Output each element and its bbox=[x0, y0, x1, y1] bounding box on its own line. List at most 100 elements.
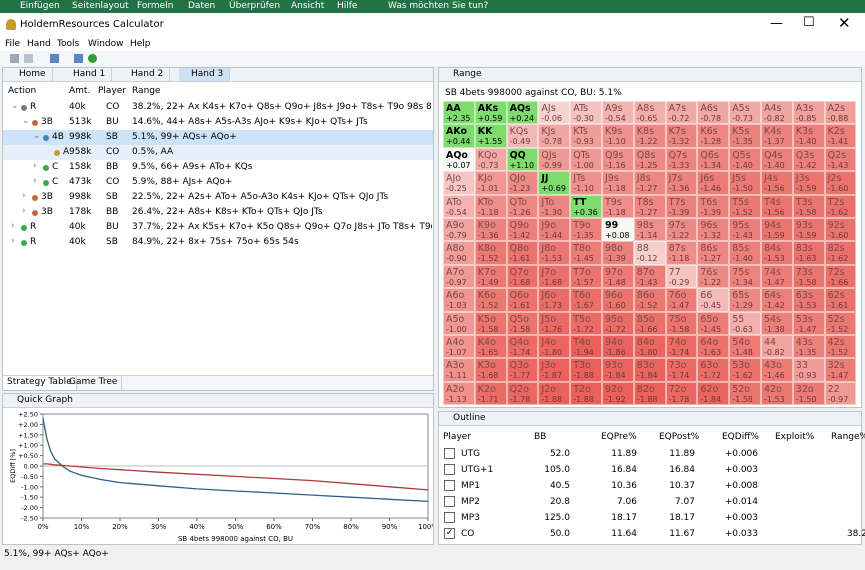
hand-cell[interactable]: Q8o -1.61 bbox=[506, 241, 539, 265]
hand-cell[interactable]: 95s -1.43 bbox=[729, 218, 761, 242]
hand-cell[interactable]: ATs -0.30 bbox=[570, 101, 602, 125]
hand-cell[interactable]: 87o -1.43 bbox=[633, 264, 666, 289]
hand-cell[interactable]: 75s -1.34 bbox=[729, 264, 761, 289]
run-icon[interactable] bbox=[88, 54, 97, 63]
hand-cell[interactable]: Q2s -1.43 bbox=[824, 147, 857, 172]
hand-cell[interactable]: K5s -1.35 bbox=[729, 124, 761, 148]
hand-cell[interactable]: A9s -0.54 bbox=[602, 101, 634, 125]
checkbox[interactable] bbox=[444, 480, 455, 491]
hand-cell[interactable]: 44 -0.82 bbox=[761, 335, 793, 359]
hand-cell[interactable]: 54o -1.48 bbox=[729, 335, 761, 359]
hand-cell[interactable]: 85o -1.66 bbox=[633, 311, 666, 335]
hand-cell[interactable]: JTs -1.10 bbox=[570, 171, 602, 195]
table-row[interactable]: › 3B 998k SB 22.5%, 22+ A2s+ ATo+ A5o-A3o K4… bbox=[3, 190, 433, 205]
table-row[interactable]: ⌄ R 40k CO 38.2%, 22+ Ax K4s+ K7o+ Q8s+ Q9o+… bbox=[3, 100, 433, 115]
hand-cell[interactable]: 97s -1.22 bbox=[665, 218, 698, 242]
hand-cell[interactable]: T7s -1.39 bbox=[665, 194, 698, 218]
hand-tab[interactable]: Home bbox=[7, 68, 53, 81]
hand-cell[interactable]: J4s -1.56 bbox=[761, 171, 793, 195]
hand-cell[interactable]: 86s -1.27 bbox=[697, 241, 730, 265]
hand-cell[interactable]: 92s -1.60 bbox=[824, 218, 857, 242]
hand-cell[interactable]: K9s -1.10 bbox=[602, 124, 634, 148]
hand-cell[interactable]: Q8s -1.25 bbox=[633, 147, 666, 172]
hand-cell[interactable]: AQo +0.07 bbox=[443, 147, 475, 172]
hand-cell[interactable]: 22 -0.97 bbox=[824, 381, 857, 406]
hand-cell[interactable]: J6s -1.46 bbox=[697, 171, 730, 195]
hand-cell[interactable]: 72s -1.66 bbox=[824, 264, 857, 289]
hand-cell[interactable]: A6o -1.03 bbox=[443, 288, 475, 312]
hand-cell[interactable]: Q3o -1.77 bbox=[506, 358, 539, 382]
hand-cell[interactable]: KTo -1.18 bbox=[474, 194, 507, 218]
hand-cell[interactable]: KJs -0.78 bbox=[538, 124, 571, 148]
hand-cell[interactable]: J8s -1.27 bbox=[633, 171, 666, 195]
hand-cell[interactable]: Q5s -1.40 bbox=[729, 147, 761, 172]
hand-cell[interactable]: 52o -1.58 bbox=[729, 381, 761, 406]
hand-cell[interactable]: 66 -0.45 bbox=[697, 288, 730, 312]
hand-tab[interactable]: Hand 1 bbox=[61, 68, 113, 81]
hand-cell[interactable]: 33 -0.93 bbox=[792, 358, 825, 382]
hand-cell[interactable]: ATo -0.54 bbox=[443, 194, 475, 218]
hand-cell[interactable]: QTs -1.00 bbox=[570, 147, 602, 172]
hand-cell[interactable]: 73o -1.74 bbox=[665, 358, 698, 382]
hand-cell[interactable]: JJ +0.69 bbox=[538, 171, 571, 195]
hand-cell[interactable]: 83s -1.63 bbox=[792, 241, 825, 265]
hand-cell[interactable]: 82s -1.62 bbox=[824, 241, 857, 265]
hand-cell[interactable]: TT +0.36 bbox=[570, 194, 602, 218]
hand-cell[interactable]: 74s -1.47 bbox=[761, 264, 793, 289]
ribbon-tab[interactable]: Seitenlayout bbox=[72, 1, 129, 11]
hand-cell[interactable]: KTs -0.93 bbox=[570, 124, 602, 148]
menu-item[interactable]: Tools bbox=[57, 39, 80, 49]
hand-cell[interactable]: KJo -1.01 bbox=[474, 171, 507, 195]
hand-cell[interactable]: T8o -1.45 bbox=[570, 241, 602, 265]
tool-icon[interactable] bbox=[10, 54, 19, 63]
table-row[interactable]: › R 40k SB 84.9%, 22+ 8x+ 75s+ 75o+ 65s 54s bbox=[3, 235, 433, 250]
hand-tab[interactable]: Hand 2 bbox=[119, 68, 171, 81]
hand-cell[interactable]: A2o -1.13 bbox=[443, 381, 475, 406]
hand-cell[interactable]: AQs +0.24 bbox=[506, 101, 539, 125]
hand-cell[interactable]: AKo +0.44 bbox=[443, 124, 475, 148]
hand-cell[interactable]: A5s -0.73 bbox=[729, 101, 761, 125]
hand-cell[interactable]: K2o -1.71 bbox=[474, 381, 507, 406]
hand-cell[interactable]: 76o -1.47 bbox=[665, 288, 698, 312]
ribbon-tab[interactable]: Einfügen bbox=[20, 1, 60, 11]
table-row[interactable]: A 958k CO 0.5%, AA bbox=[3, 145, 433, 160]
hand-cell[interactable]: T6o -1.67 bbox=[570, 288, 602, 312]
hand-cell[interactable]: T4o -1.94 bbox=[570, 335, 602, 359]
bottom-tab[interactable]: Game Tree bbox=[65, 376, 123, 390]
hand-cell[interactable]: K7s -1.32 bbox=[665, 124, 698, 148]
hand-cell[interactable]: 75o -1.58 bbox=[665, 311, 698, 335]
hand-cell[interactable]: T5s -1.52 bbox=[729, 194, 761, 218]
checkbox[interactable]: ✓ bbox=[444, 528, 455, 539]
hand-cell[interactable]: Q6o -1.61 bbox=[506, 288, 539, 312]
hand-cell[interactable]: A9o -0.79 bbox=[443, 218, 475, 242]
hand-cell[interactable]: A4o -1.07 bbox=[443, 335, 475, 359]
hand-cell[interactable]: 88 -0.12 bbox=[633, 241, 666, 265]
hand-cell[interactable]: 96s -1.32 bbox=[697, 218, 730, 242]
hand-cell[interactable]: AJs -0.06 bbox=[538, 101, 571, 125]
ribbon-tab[interactable]: Hilfe bbox=[337, 1, 358, 11]
hand-cell[interactable]: 55 -0.63 bbox=[729, 311, 761, 335]
hand-cell[interactable]: Q7s -1.33 bbox=[665, 147, 698, 172]
table-row[interactable]: ⌄ 3B 513k BU 14.6%, 44+ A8s+ A5s-A3s AJo+ K9… bbox=[3, 115, 433, 130]
hand-cell[interactable]: J7s -1.36 bbox=[665, 171, 698, 195]
hand-cell[interactable]: 63s -1.53 bbox=[792, 288, 825, 312]
hand-cell[interactable]: 65o -1.45 bbox=[697, 311, 730, 335]
hand-cell[interactable]: Q5o -1.58 bbox=[506, 311, 539, 335]
hand-cell[interactable]: J2o -1.88 bbox=[538, 381, 571, 406]
hand-cell[interactable]: K5o -1.58 bbox=[474, 311, 507, 335]
hand-cell[interactable]: T3o -1.88 bbox=[570, 358, 602, 382]
hand-cell[interactable]: QJs -0.99 bbox=[538, 147, 571, 172]
hand-cell[interactable]: AJo -0.25 bbox=[443, 171, 475, 195]
hand-cell[interactable]: J8o -1.53 bbox=[538, 241, 571, 265]
hand-cell[interactable]: T2o -1.88 bbox=[570, 381, 602, 406]
hand-cell[interactable]: 85s -1.40 bbox=[729, 241, 761, 265]
hand-cell[interactable]: 32o -1.50 bbox=[792, 381, 825, 406]
maximize-button[interactable]: ☐ bbox=[803, 15, 815, 30]
hand-cell[interactable]: 95o -1.72 bbox=[602, 311, 634, 335]
hand-cell[interactable]: AKs +0.59 bbox=[474, 101, 507, 125]
hand-cell[interactable]: Q7o -1.68 bbox=[506, 264, 539, 289]
hand-cell[interactable]: Q9s -1.16 bbox=[602, 147, 634, 172]
hand-cell[interactable]: 74o -1.74 bbox=[665, 335, 698, 359]
hand-cell[interactable]: K8s -1.22 bbox=[633, 124, 666, 148]
hand-cell[interactable]: K6o -1.52 bbox=[474, 288, 507, 312]
